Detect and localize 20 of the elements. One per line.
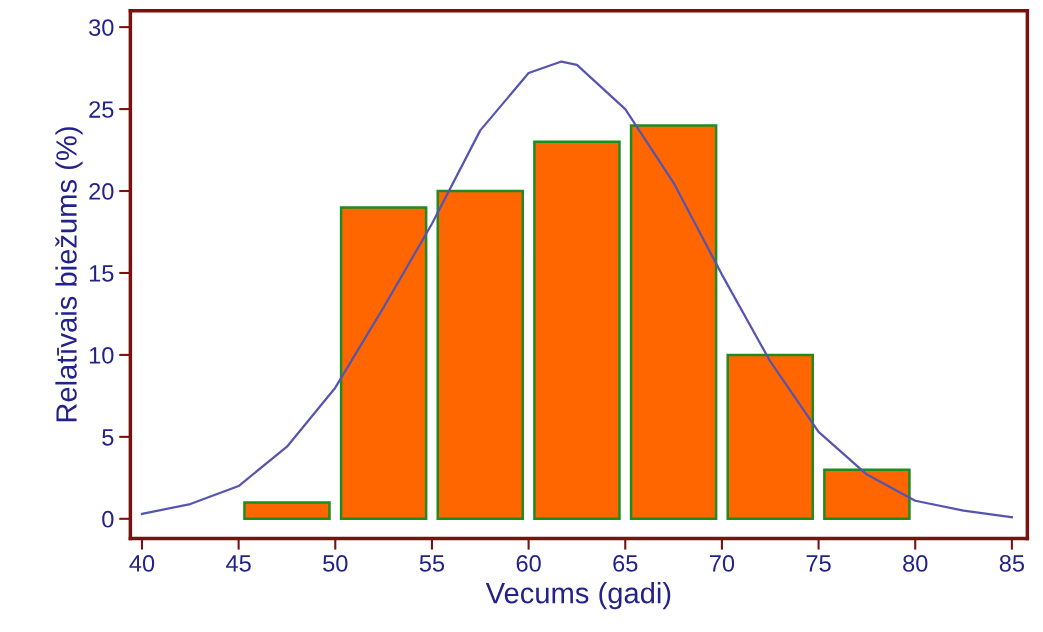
y-axis-title: Relatīvais biežums (%): [55, 127, 83, 422]
x-tick-label: 70: [710, 555, 735, 572]
line-series: [140, 60, 1013, 519]
x-tick-label: 85: [999, 555, 1025, 572]
x-axis-title: Vecums (gadi): [485, 582, 671, 610]
y-tick-label: 15: [89, 265, 114, 282]
y-tick-label: 0: [102, 510, 114, 528]
y-tick-label: 5: [102, 429, 114, 446]
y-tick-label: 25: [89, 101, 114, 118]
x-tick-label: 80: [903, 555, 928, 572]
x-tick-label: 60: [516, 555, 541, 572]
y-tick-label: 20: [89, 183, 114, 200]
x-tick-label: 75: [806, 555, 831, 572]
x-tick-label: 40: [129, 555, 155, 572]
y-tick-label: 10: [89, 346, 114, 364]
x-tick-label: 55: [419, 555, 445, 572]
x-tick-label: 45: [226, 555, 251, 572]
y-tick-label: 30: [89, 19, 114, 36]
x-tick-label: 50: [323, 555, 348, 572]
x-tick-label: 65: [613, 555, 638, 572]
